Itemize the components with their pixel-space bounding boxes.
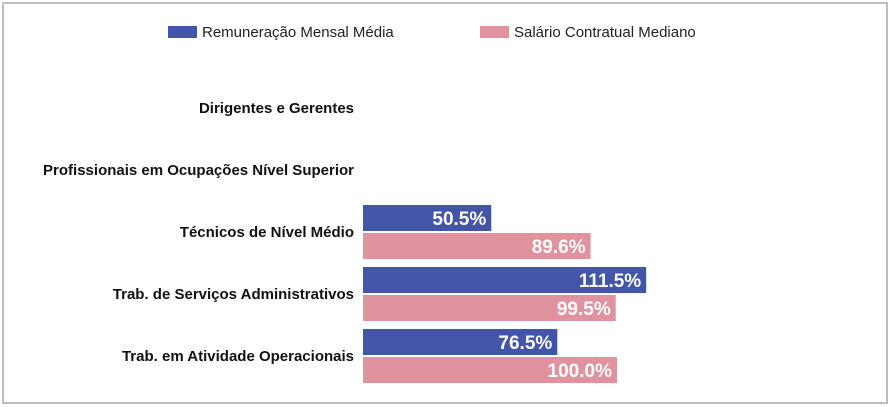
bar-remuneracao-3 <box>363 205 492 231</box>
value-label-salario-5: 100.0% <box>548 361 613 382</box>
bar-salario-5 <box>363 357 617 383</box>
category-labels: Dirigentes e Gerentes Profissionais em Oc… <box>43 100 354 365</box>
bar-remuneracao-4 <box>363 267 647 293</box>
legend-label-1: Remuneração Mensal Média <box>202 24 394 41</box>
bars <box>363 205 647 383</box>
bar-salario-3 <box>363 233 591 259</box>
category-label-1: Dirigentes e Gerentes <box>199 100 354 117</box>
category-label-5: Trab. em Atividade Operacionais <box>122 348 354 365</box>
value-label-remuneracao-5: 76.5% <box>498 333 552 354</box>
legend-swatch-1 <box>168 26 197 38</box>
category-label-4: Trab. de Serviços Administrativos <box>113 286 354 303</box>
category-label-3: Técnicos de Nível Médio <box>180 224 354 241</box>
bar-salario-4 <box>363 295 616 321</box>
legend-swatch-2 <box>480 26 509 38</box>
legend: Remuneração Mensal Média Salário Contratu… <box>168 24 696 41</box>
category-label-2: Profissionais em Ocupações Nível Superio… <box>43 162 354 179</box>
bar-chart: Remuneração Mensal Média Salário Contratu… <box>43 24 696 383</box>
value-label-salario-3: 89.6% <box>532 237 586 258</box>
legend-label-2: Salário Contratual Mediano <box>514 24 696 41</box>
data-labels: 50.5% 89.6% 111.5% 99.5%76.5% 100.0% <box>432 209 641 382</box>
value-label-remuneracao-3: 50.5% <box>432 209 486 230</box>
bar-remuneracao-5 <box>363 329 558 355</box>
value-label-remuneracao-4: 111.5% <box>579 271 641 292</box>
value-label-salario-4: 99.5% <box>557 299 611 320</box>
